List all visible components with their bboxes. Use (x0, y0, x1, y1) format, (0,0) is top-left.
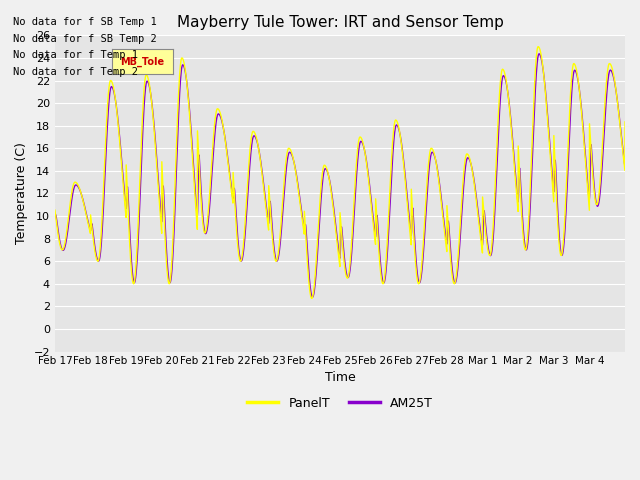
PanelT (621, 119, 629, 125)
Text: No data for f Temp 1: No data for f Temp 1 (13, 50, 138, 60)
AM25T (308, 294, 316, 300)
AM25T (535, 51, 543, 57)
PanelT (308, 296, 316, 301)
Y-axis label: Temperature (C): Temperature (C) (15, 143, 28, 244)
AM25T (525, 233, 532, 239)
Text: No data for f Temp 2: No data for f Temp 2 (13, 67, 138, 77)
PanelT (51, 207, 59, 213)
Line: PanelT: PanelT (55, 47, 625, 299)
PanelT (169, 233, 177, 239)
AM25T (51, 211, 59, 216)
AM25T (392, 123, 399, 129)
AM25T (497, 93, 504, 99)
PanelT (497, 78, 504, 84)
AM25T (362, 151, 369, 156)
PanelT (540, 68, 547, 74)
AM25T (540, 68, 547, 74)
Line: AM25T: AM25T (55, 54, 625, 297)
PanelT (525, 221, 532, 227)
Text: MB_Tole: MB_Tole (120, 57, 164, 67)
X-axis label: Time: Time (324, 371, 355, 384)
AM25T (621, 163, 629, 168)
Title: Mayberry Tule Tower: IRT and Sensor Temp: Mayberry Tule Tower: IRT and Sensor Temp (177, 15, 504, 30)
PanelT (392, 117, 399, 123)
AM25T (169, 249, 177, 254)
Text: No data for f SB Temp 2: No data for f SB Temp 2 (13, 34, 157, 44)
PanelT (534, 44, 542, 49)
PanelT (362, 152, 369, 157)
Text: No data for f SB Temp 1: No data for f SB Temp 1 (13, 17, 157, 27)
Legend: PanelT, AM25T: PanelT, AM25T (242, 392, 438, 415)
